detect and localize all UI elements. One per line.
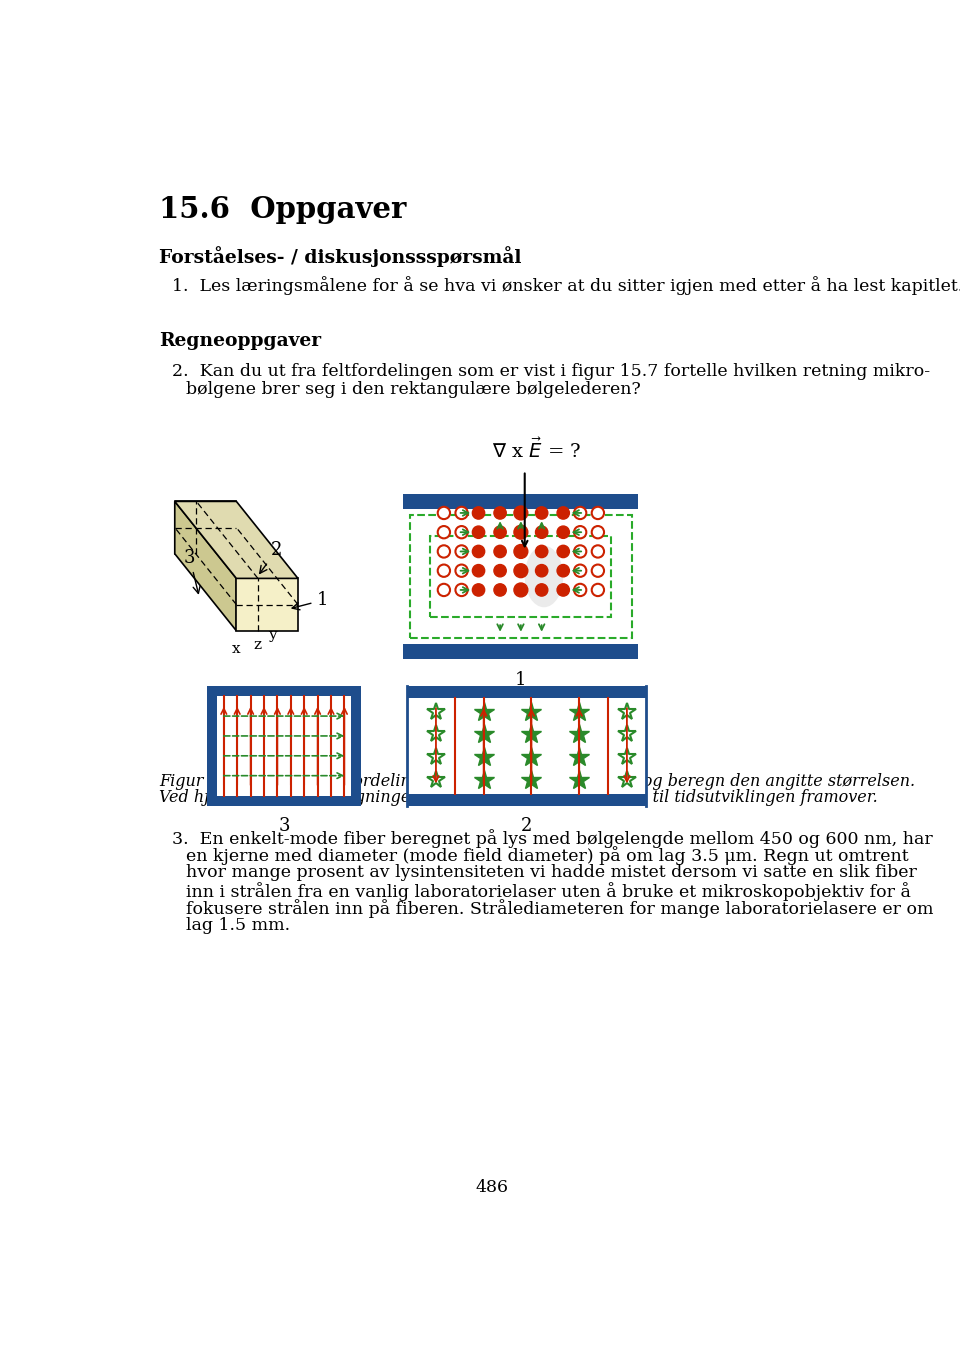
Bar: [410, 515, 632, 638]
Circle shape: [557, 565, 569, 577]
Circle shape: [591, 507, 604, 519]
Circle shape: [557, 545, 569, 558]
Text: 3.  En enkelt-mode fiber beregnet på lys med bølgelengde mellom 450 og 600 nm, h: 3. En enkelt-mode fiber beregnet på lys …: [173, 829, 933, 848]
Bar: [430, 537, 612, 617]
Text: 1.  Les læringsmålene for å se hva vi ønsker at du sitter igjen med etter å ha l: 1. Les læringsmålene for å se hva vi øns…: [173, 276, 960, 295]
Circle shape: [591, 545, 604, 558]
Text: 3: 3: [184, 549, 201, 593]
Text: 1: 1: [516, 671, 527, 688]
Text: 2.  Kan du ut fra feltfordelingen som er vist i figur 15.7 fortelle hvilken retn: 2. Kan du ut fra feltfordelingen som er …: [173, 363, 930, 379]
Circle shape: [536, 507, 548, 519]
Circle shape: [557, 507, 569, 519]
Circle shape: [438, 545, 450, 558]
Circle shape: [438, 565, 450, 577]
Text: 15.6  Oppgaver: 15.6 Oppgaver: [159, 195, 407, 224]
Text: 2: 2: [260, 541, 282, 573]
Bar: [407, 686, 646, 698]
Text: 1: 1: [292, 591, 328, 610]
Circle shape: [591, 584, 604, 596]
Text: y: y: [268, 629, 276, 642]
Text: Forståelses- / diskusjonssspørsmål: Forståelses- / diskusjonssspørsmål: [159, 245, 522, 267]
Circle shape: [455, 545, 468, 558]
Circle shape: [574, 526, 587, 538]
Text: lag 1.5 mm.: lag 1.5 mm.: [186, 917, 291, 934]
Circle shape: [472, 507, 485, 519]
Text: fokusere strålen inn på fiberen. Strålediameteren for mange laboratorielasere er: fokusere strålen inn på fiberen. Stråled…: [186, 900, 934, 919]
Bar: [403, 644, 638, 660]
Circle shape: [536, 565, 548, 577]
Text: Regneoppgaver: Regneoppgaver: [159, 332, 322, 350]
Bar: [407, 794, 646, 806]
Text: 3: 3: [278, 817, 290, 835]
Polygon shape: [236, 579, 298, 631]
Circle shape: [591, 526, 604, 538]
Bar: [207, 686, 361, 806]
Circle shape: [438, 507, 450, 519]
Polygon shape: [175, 501, 236, 631]
Circle shape: [514, 564, 528, 577]
Text: Figur 15.7: Betrakt feltfordelingen i det skraverte området og beregn den angitt: Figur 15.7: Betrakt feltfordelingen i de…: [159, 771, 916, 790]
Circle shape: [574, 545, 587, 558]
Circle shape: [455, 507, 468, 519]
Circle shape: [494, 507, 506, 519]
Text: Ved hjelp av Maxwells ligninger skal du da kunne slutte deg til tidsutviklingen : Ved hjelp av Maxwells ligninger skal du …: [159, 789, 878, 806]
Circle shape: [494, 565, 506, 577]
Text: en kjerne med diameter (mode field diameter) på om lag 3.5 μm. Regn ut omtrent: en kjerne med diameter (mode field diame…: [186, 847, 909, 866]
Circle shape: [494, 545, 506, 558]
Text: $\nabla$ x $\vec{E}$ = ?: $\nabla$ x $\vec{E}$ = ?: [492, 438, 581, 461]
Circle shape: [494, 584, 506, 596]
Circle shape: [438, 584, 450, 596]
Circle shape: [455, 565, 468, 577]
Text: 2: 2: [521, 817, 533, 835]
Circle shape: [557, 584, 569, 596]
Circle shape: [514, 545, 528, 558]
Text: 486: 486: [475, 1179, 509, 1196]
Text: bølgene brer seg i den rektangulære bølgelederen?: bølgene brer seg i den rektangulære bølg…: [186, 381, 641, 397]
Circle shape: [536, 584, 548, 596]
Ellipse shape: [525, 546, 564, 607]
Text: inn i strålen fra en vanlig laboratorielaser uten å bruke et mikroskopobjektiv f: inn i strålen fra en vanlig laboratoriel…: [186, 882, 911, 901]
Bar: [407, 686, 646, 806]
Circle shape: [472, 526, 485, 538]
Circle shape: [494, 526, 506, 538]
Polygon shape: [175, 501, 298, 579]
Circle shape: [557, 526, 569, 538]
Polygon shape: [175, 501, 236, 554]
Circle shape: [472, 545, 485, 558]
Bar: [217, 696, 351, 795]
Circle shape: [514, 526, 528, 539]
Circle shape: [455, 526, 468, 538]
Bar: [403, 493, 638, 509]
Circle shape: [472, 565, 485, 577]
Circle shape: [514, 583, 528, 598]
Text: hvor mange prosent av lysintensiteten vi hadde mistet dersom vi satte en slik fi: hvor mange prosent av lysintensiteten vi…: [186, 864, 917, 881]
Circle shape: [591, 565, 604, 577]
Circle shape: [536, 545, 548, 558]
Circle shape: [574, 507, 587, 519]
Circle shape: [536, 526, 548, 538]
Text: z: z: [253, 638, 261, 653]
Text: x: x: [232, 641, 241, 656]
Circle shape: [574, 565, 587, 577]
Circle shape: [455, 584, 468, 596]
Circle shape: [438, 526, 450, 538]
Circle shape: [472, 584, 485, 596]
Bar: [403, 493, 638, 660]
Circle shape: [514, 505, 528, 520]
Circle shape: [574, 584, 587, 596]
